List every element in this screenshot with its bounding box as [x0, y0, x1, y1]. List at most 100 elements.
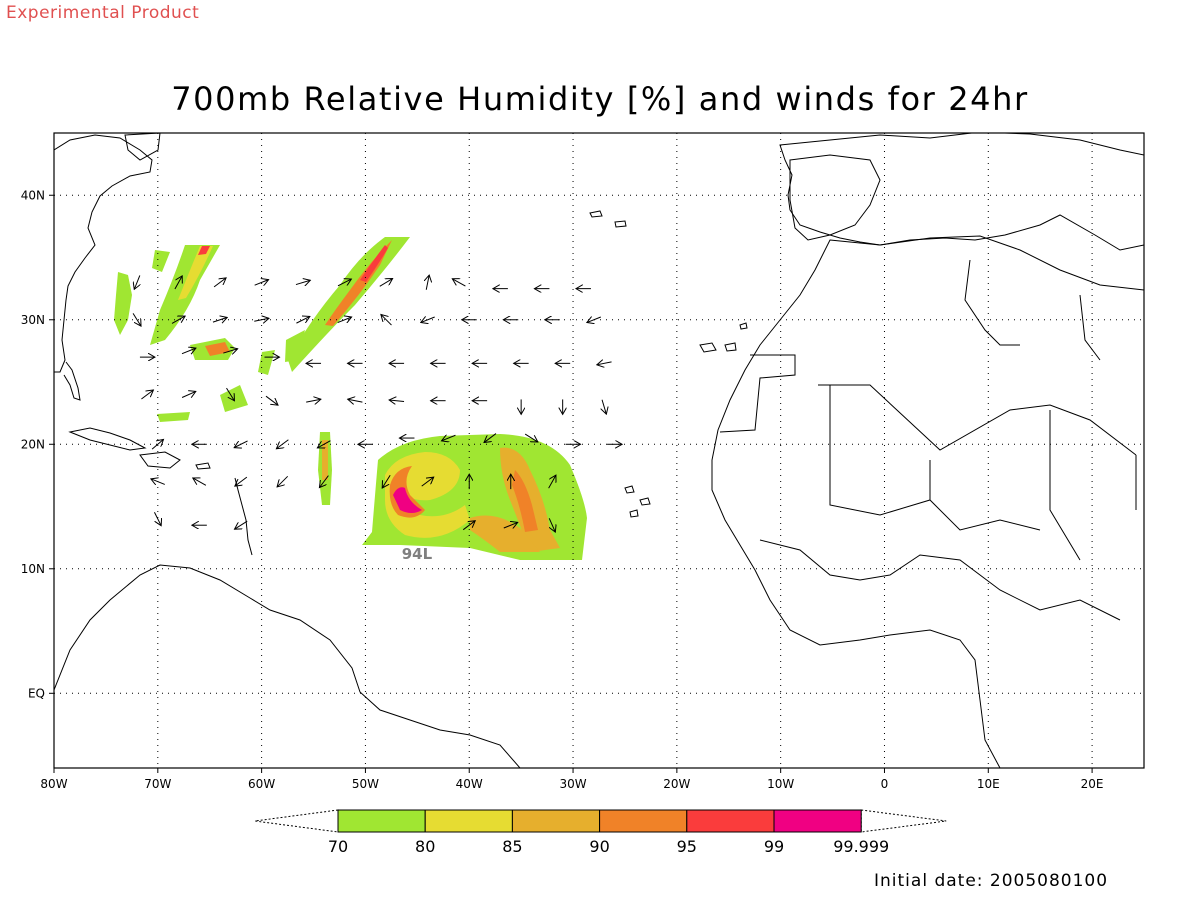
wind-arrow	[337, 317, 352, 323]
x-tick-label: 30W	[559, 777, 586, 791]
x-tick-label: 10W	[767, 777, 794, 791]
wind-arrow	[254, 280, 269, 286]
coastline-cuba	[68, 427, 147, 451]
humidity-field	[114, 237, 587, 560]
wind-arrow	[174, 276, 182, 290]
colorbar-swatch	[337, 809, 426, 833]
wind-arrow	[597, 362, 612, 365]
coastline-florida	[63, 361, 81, 401]
coastline-puerto-rico	[195, 462, 211, 470]
experimental-product-label: Experimental Product	[6, 3, 200, 23]
wind-arrow	[132, 313, 141, 326]
coastline-iberia	[789, 154, 881, 241]
colorbar-left-extension	[254, 809, 339, 833]
colorbar-label: 90	[589, 837, 609, 856]
coastline-lesser-antilles	[234, 477, 253, 556]
colorbar-swatch	[773, 809, 862, 833]
wind-arrow	[319, 475, 329, 488]
wind-arrow	[306, 399, 321, 402]
coastlines	[54, 133, 1144, 768]
y-tick-label: EQ	[28, 686, 45, 700]
humidity-area-small-4	[285, 330, 305, 362]
wind-arrow	[223, 349, 237, 353]
wind-arrow	[234, 520, 248, 529]
wind-arrow	[442, 435, 456, 441]
humidity-area-cyclone-peak	[393, 487, 422, 513]
colorbar-label: 95	[677, 837, 697, 856]
wind-arrow	[254, 318, 269, 321]
coastline-madeira	[739, 322, 748, 330]
coastline-azores	[589, 210, 627, 228]
humidity-area-east-band-core	[512, 470, 538, 532]
colorbar-right-extension	[860, 809, 947, 833]
colorbar-swatch	[424, 809, 513, 833]
colorbar-label: 70	[328, 837, 348, 856]
colorbar-label: 99.999	[833, 837, 889, 856]
wind-arrow	[524, 433, 538, 442]
humidity-area-west-patch	[152, 250, 170, 272]
wind-arrow	[212, 317, 227, 322]
wind-arrow	[548, 475, 556, 489]
wind-arrow	[381, 314, 392, 326]
colorbar: 70 80 85 90 95 99 99.999	[254, 809, 947, 856]
x-tick-label: 0	[881, 777, 889, 791]
wind-arrow	[503, 522, 518, 528]
x-tick-label: 80W	[40, 777, 67, 791]
humidity-area-vertical-core	[322, 440, 328, 480]
colorbar-label: 85	[502, 837, 522, 856]
wind-arrow	[548, 518, 555, 532]
humidity-area-nw-patch	[114, 272, 132, 335]
humidity-area-nw-streak-peak	[198, 246, 210, 255]
humidity-area-nw-streak-core	[178, 246, 213, 300]
wind-arrow	[421, 317, 435, 323]
wind-arrow	[337, 279, 351, 287]
coastline-africa	[711, 235, 1144, 768]
coastline-canary-islands	[699, 342, 737, 353]
wind-arrow	[587, 317, 601, 323]
chart-title: 700mb Relative Humidity [%] and winds fo…	[171, 80, 1029, 118]
graticule	[54, 133, 1144, 768]
wind-arrow	[389, 400, 405, 401]
wind-arrow	[151, 439, 163, 450]
wind-arrow	[134, 275, 140, 289]
x-tick-label: 70W	[144, 777, 171, 791]
map-content: 94L	[54, 133, 1144, 768]
wind-arrow	[452, 279, 466, 287]
storm-label-94l: 94L	[402, 545, 433, 563]
border-africa-2	[818, 384, 1137, 456]
y-tick-label: 40N	[21, 188, 45, 202]
x-tick-label: 20W	[663, 777, 690, 791]
wind-arrow	[235, 476, 248, 486]
humidity-area-small-1	[220, 385, 248, 412]
wind-arrow	[141, 390, 153, 400]
wind-arrow	[462, 521, 475, 531]
wind-arrow	[379, 279, 393, 287]
colorbar-label: 80	[415, 837, 435, 856]
wind-arrow	[181, 348, 196, 354]
colorbar-swatch	[686, 809, 775, 833]
wind-arrow	[226, 387, 235, 401]
wind-arrow	[484, 433, 497, 443]
colorbar-swatch	[599, 809, 688, 833]
y-tick-label: 10N	[21, 562, 45, 576]
y-tick-label: 20N	[21, 437, 45, 451]
wind-arrow	[421, 477, 434, 487]
wind-arrow	[276, 439, 289, 449]
wind-arrow	[265, 395, 278, 405]
border-africa-5	[759, 539, 1121, 621]
wind-arrow	[426, 275, 429, 290]
coastline-hispaniola	[139, 451, 181, 469]
coastline-europe	[779, 133, 1144, 251]
humidity-area-small-2	[157, 412, 190, 422]
colorbar-label: 99	[764, 837, 784, 856]
wind-arrow	[151, 479, 165, 485]
wind-arrow	[154, 512, 161, 525]
coastline-cape-verde	[624, 485, 651, 518]
wind-arrow	[171, 316, 185, 324]
border-africa-4	[929, 410, 1137, 561]
coastline-greenland-islands	[124, 133, 161, 161]
border-africa-3	[829, 385, 1041, 531]
wind-arrow	[382, 475, 391, 488]
initial-date: Initial date: 2005080100	[874, 871, 1109, 891]
